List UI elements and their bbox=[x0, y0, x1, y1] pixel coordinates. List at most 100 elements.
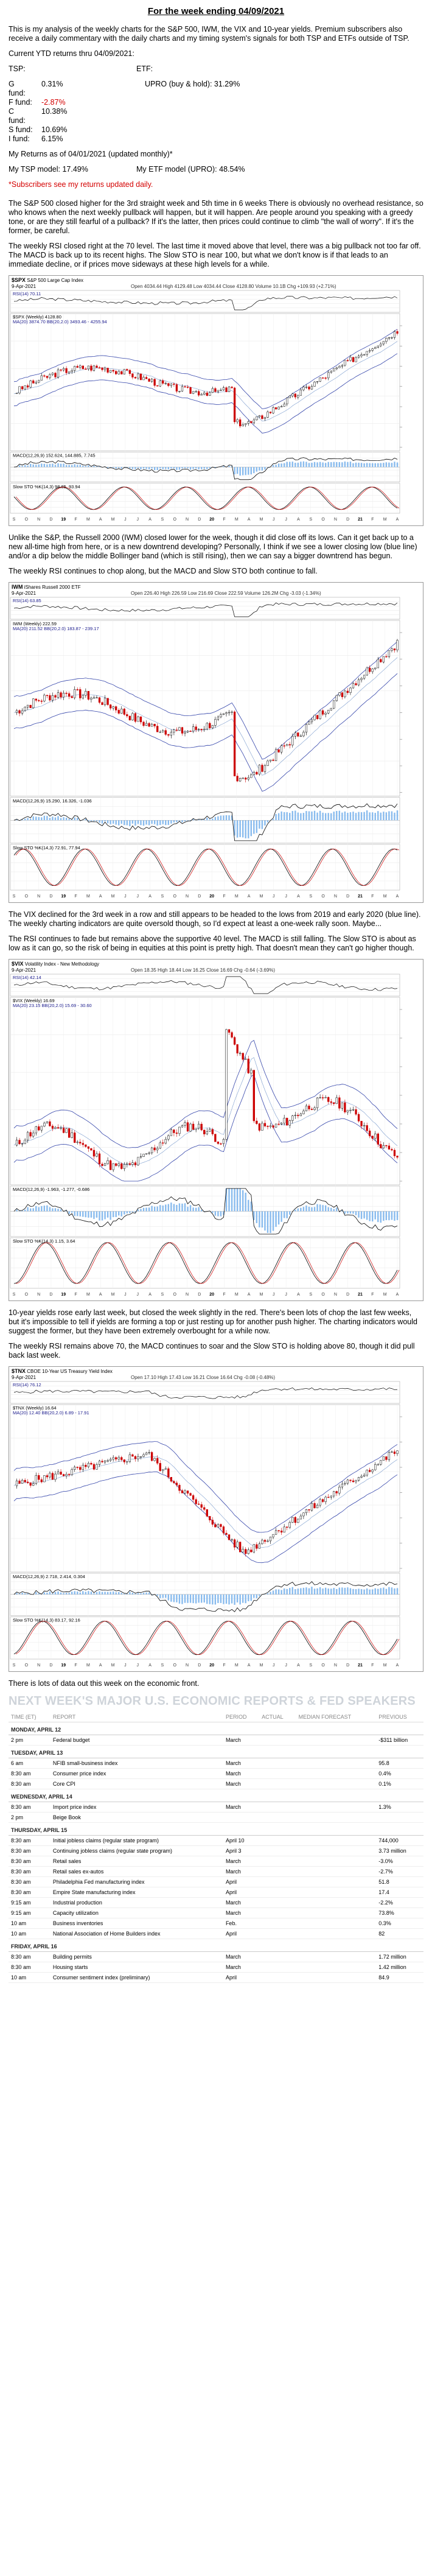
svg-text:D: D bbox=[346, 1293, 349, 1297]
econ-report-row: 8:30 am Import price index March 1.3% bbox=[9, 1802, 423, 1813]
econ-cell: Retail sales bbox=[50, 1856, 223, 1867]
econ-cell bbox=[259, 1856, 296, 1867]
rsi-label: RSI(14) 42.14 bbox=[13, 975, 41, 980]
econ-report-row: 10 am National Association of Home Builde… bbox=[9, 1928, 423, 1939]
econ-cell: 8:30 am bbox=[9, 1835, 51, 1846]
econ-cell: Core CPI bbox=[50, 1778, 223, 1789]
econ-cell: -2.7% bbox=[376, 1866, 423, 1877]
svg-text:A: A bbox=[297, 1293, 300, 1297]
bb-lower bbox=[13, 1074, 398, 1182]
econ-cell bbox=[296, 1812, 377, 1823]
econ-paragraph: There is lots of data out this week on t… bbox=[9, 1679, 200, 1688]
bb-mid bbox=[13, 1456, 398, 1548]
svg-text:J: J bbox=[285, 1663, 287, 1668]
x-axis-labels: S O N D 19 F M A M J J A S O N D 20 F M A M J J A S O N D 21 F M A bbox=[13, 894, 399, 899]
returns-header-row: TSP: ETF: bbox=[9, 65, 423, 74]
sto-label: Slow STO %K(14,3) 1.15, 3.64 bbox=[13, 1238, 75, 1244]
svg-text:S: S bbox=[13, 1293, 16, 1297]
econ-cell: April bbox=[223, 1876, 260, 1887]
svg-text:M: M bbox=[86, 1293, 90, 1297]
svg-text:20: 20 bbox=[209, 518, 214, 522]
chart-name: Volatility Index - New Methodology bbox=[23, 961, 100, 967]
svg-text:M: M bbox=[383, 518, 387, 522]
chart-name: S&P 500 Large Cap Index bbox=[26, 278, 84, 283]
svg-text:O: O bbox=[173, 1293, 176, 1297]
svg-text:F: F bbox=[74, 1663, 77, 1668]
econ-report-row: 8:30 am Retail sales March -3.0% bbox=[9, 1856, 423, 1867]
svg-text:21: 21 bbox=[358, 894, 363, 899]
price-label: $SPX (Weekly) 4128.80 bbox=[13, 314, 61, 320]
svg-text:J: J bbox=[273, 518, 275, 522]
econ-report-row: 2 pm Federal budget March -$311 billion bbox=[9, 1735, 423, 1746]
svg-text:M: M bbox=[383, 894, 387, 899]
econ-report-row: 8:30 am Empire State manufacturing index A… bbox=[9, 1887, 423, 1898]
svg-text:J: J bbox=[285, 518, 287, 522]
page-content: For the week ending 04/09/2021 This is m… bbox=[9, 6, 423, 1983]
macd-histogram bbox=[16, 461, 399, 476]
chart-name: CBOE 10-Year US Treasury Yield Index bbox=[26, 1369, 113, 1374]
bb-mid bbox=[13, 341, 398, 421]
candles bbox=[15, 1449, 399, 1557]
svg-text:O: O bbox=[25, 518, 29, 522]
econ-day-label: THURSDAY, APRIL 15 bbox=[9, 1822, 423, 1836]
econ-cell: April 3 bbox=[223, 1845, 260, 1856]
svg-text:J: J bbox=[136, 1293, 139, 1297]
candles bbox=[15, 1028, 399, 1173]
sto-d-line bbox=[15, 1242, 400, 1284]
econ-cell: Building permits bbox=[50, 1951, 223, 1962]
svg-text:F: F bbox=[371, 1293, 374, 1297]
sto-d-line bbox=[15, 486, 400, 510]
chart-header: $TNX CBOE 10-Year US Treasury Yield Inde… bbox=[12, 1368, 113, 1374]
x-axis-labels: S O N D 19 F M A M J J A S O N D 20 F M A M J J A S O N D 21 F M A bbox=[13, 1663, 399, 1668]
econ-cell: 9:15 am bbox=[9, 1907, 51, 1918]
econ-cell: Housing starts bbox=[50, 1962, 223, 1973]
fund-value: 0.31% bbox=[41, 80, 63, 88]
x-axis-labels: S O N D 19 F M A M J J A S O N D 20 F M A M J J A S O N D 21 F M A bbox=[13, 1293, 399, 1297]
econ-cell: -2.2% bbox=[376, 1897, 423, 1908]
chart-date: 9-Apr-2021 bbox=[12, 591, 37, 596]
svg-text:D: D bbox=[198, 1663, 201, 1668]
spx-chart: S O N D 19 F M A M J J A S O N D 20 F M A M J J A S O N D 21 F M A RSI(1… bbox=[9, 275, 423, 526]
econ-cell bbox=[296, 1845, 377, 1856]
disclaimer: *Subscribers see my returns updated dail… bbox=[9, 180, 153, 189]
bb-mid bbox=[13, 657, 398, 776]
svg-text:O: O bbox=[321, 518, 325, 522]
econ-cell bbox=[259, 1845, 296, 1856]
econ-cell bbox=[259, 1735, 296, 1746]
tnx-chart: S O N D 19 F M A M J J A S O N D 20 F M A M J J A S O N D 21 F M A RSI(1… bbox=[9, 1366, 423, 1672]
chart-header: $VIX Volatility Index - New Methodology bbox=[12, 961, 99, 967]
svg-text:N: N bbox=[37, 894, 40, 899]
econ-cell: March bbox=[223, 1778, 260, 1789]
bb-label: MA(20) 12.40 BB(20,2.0) 6.89 - 17.91 bbox=[13, 1410, 89, 1416]
rsi-label: RSI(14) 63.85 bbox=[13, 598, 41, 603]
econ-cell: 1.3% bbox=[376, 1802, 423, 1813]
intro-paragraph: This is my analysis of the weekly charts… bbox=[9, 25, 409, 43]
econ-cell: Industrial production bbox=[50, 1897, 223, 1908]
econ-cell bbox=[296, 1835, 377, 1846]
econ-cell: March bbox=[223, 1802, 260, 1813]
macd-label: MACD(12,26,9) 2.718, 2.414, 0.304 bbox=[13, 1574, 85, 1579]
rsi-line bbox=[13, 976, 398, 994]
svg-text:N: N bbox=[186, 1293, 189, 1297]
rsi-label: RSI(14) 76.12 bbox=[13, 1382, 41, 1388]
svg-text:A: A bbox=[248, 894, 251, 899]
chart-ohlc: Open 17.10 High 17.43 Low 16.21 Close 16… bbox=[131, 1375, 276, 1380]
svg-text:M: M bbox=[235, 894, 239, 899]
econ-cell: 8:30 am bbox=[9, 1887, 51, 1898]
svg-text:M: M bbox=[235, 1663, 239, 1668]
svg-text:A: A bbox=[99, 518, 102, 522]
econ-cell: Philadelphia Fed manufacturing index bbox=[50, 1876, 223, 1887]
econ-cell: 73.8% bbox=[376, 1907, 423, 1918]
rsi-label: RSI(14) 70.11 bbox=[13, 291, 41, 297]
svg-text:M: M bbox=[383, 1293, 387, 1297]
econ-cell: March bbox=[223, 1866, 260, 1877]
econ-header-cell: ACTUAL bbox=[259, 1712, 296, 1722]
fund-row: I fund: 6.15% bbox=[9, 135, 423, 144]
econ-cell: 1.72 million bbox=[376, 1951, 423, 1962]
econ-header-cell: PREVIOUS bbox=[376, 1712, 423, 1722]
fund-value: -2.87% bbox=[41, 98, 66, 107]
econ-cell bbox=[296, 1887, 377, 1898]
ytd-label: Current YTD returns thru 04/09/2021: bbox=[9, 49, 134, 58]
econ-day-row: TUESDAY, APRIL 13 bbox=[9, 1745, 423, 1758]
tnx-paragraph-1: 10-year yields rose early last week, but… bbox=[9, 1308, 417, 1335]
